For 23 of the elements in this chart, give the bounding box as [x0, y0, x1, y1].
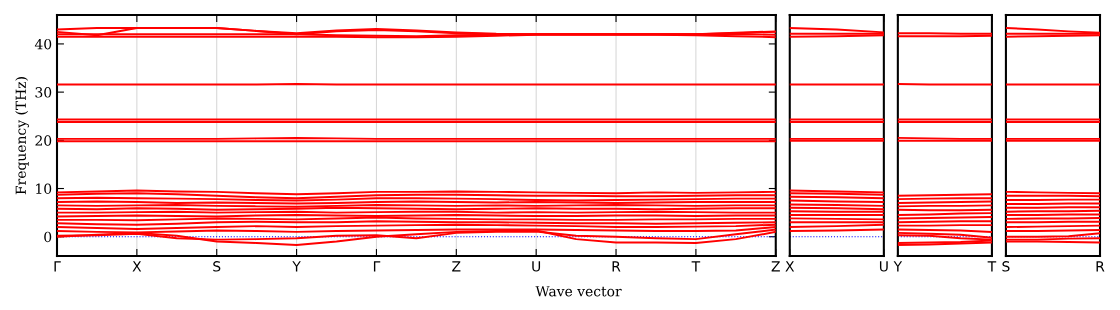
y-tick-label: 30 [35, 87, 52, 98]
x-tick-label: U [532, 261, 541, 272]
x-tick-label: Z [771, 261, 780, 272]
x-tick-label: R [612, 261, 621, 272]
x-tick-label: Γ [54, 261, 61, 272]
x-tick-label: X [132, 261, 142, 272]
x-tick-label: Z [452, 261, 461, 272]
x-tick-label: U [879, 261, 888, 272]
x-tick-label: X [785, 261, 795, 272]
y-tick-label: 40 [34, 38, 52, 50]
y-tick-label: 10 [36, 183, 52, 194]
x-tick-label: T [987, 261, 997, 272]
x-tick-label: R [1096, 261, 1105, 272]
x-tick-label: Γ [373, 261, 381, 272]
y-tick-label: 20 [35, 135, 52, 146]
x-tick-label: Y [292, 261, 301, 272]
x-axis-title: Wave vector [535, 286, 622, 297]
y-axis-title: Frequency (THz) [15, 77, 29, 195]
x-tick-label: S [1002, 261, 1010, 272]
x-tick-label: T [691, 261, 701, 272]
y-tick-label: 0 [44, 231, 52, 243]
x-tick-label: S [213, 261, 221, 272]
x-tick-label: Y [893, 261, 903, 272]
